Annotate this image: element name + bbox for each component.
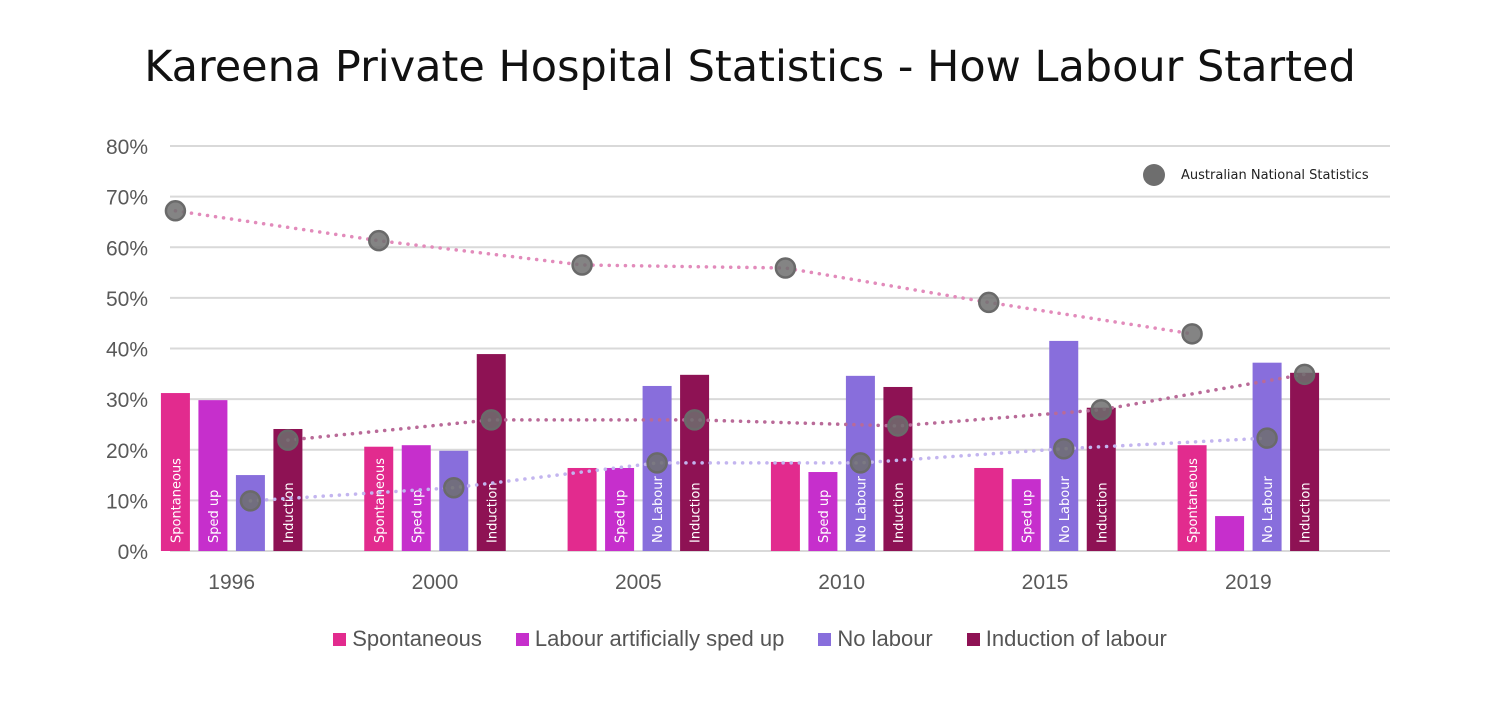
national-statistics-point [978, 291, 1000, 314]
legend-label: Labour artificially sped up [534, 626, 785, 651]
national-statistics-point [368, 229, 390, 252]
bar-label: Induction [1299, 482, 1314, 543]
bar [476, 354, 506, 551]
national-statistics-point [1293, 363, 1316, 386]
bar [1086, 407, 1116, 551]
bar-label: No Labour [1058, 476, 1073, 543]
bar-label: Sped up [1020, 490, 1035, 543]
trend-line [286, 372, 1307, 442]
trend-line [248, 436, 1269, 503]
national-statistics-marker-icon [1143, 164, 1165, 186]
y-tick-label: 30% [106, 389, 148, 412]
bar [567, 467, 597, 551]
bar [770, 461, 800, 551]
x-tick-label: 1996 [208, 571, 255, 594]
bar [364, 446, 394, 551]
bar [883, 386, 913, 551]
x-tick-label: 2000 [412, 571, 459, 594]
chart-title: Kareena Private Hospital Statistics - Ho… [144, 42, 1356, 92]
legend-swatch [515, 632, 529, 646]
bar-label: Spontaneous [373, 458, 388, 543]
national-statistics-point [239, 490, 262, 512]
y-tick-label: 70% [106, 187, 148, 210]
bar [974, 467, 1004, 551]
y-tick-label: 80% [106, 136, 148, 159]
legend-label: Induction of labour [985, 626, 1167, 651]
national-statistics-point [1090, 399, 1112, 421]
national-statistics-point [849, 452, 872, 474]
bar-label: Induction [282, 482, 297, 543]
y-tick-label: 20% [106, 440, 148, 463]
national-statistics-legend-label: Australian National Statistics [1181, 167, 1369, 183]
y-tick-label: 10% [106, 490, 148, 513]
national-statistics-point [571, 254, 593, 276]
national-statistics-point [164, 200, 187, 222]
bar [605, 467, 635, 551]
legend-swatch [333, 632, 347, 646]
bar [1011, 479, 1041, 551]
bar-label: Sped up [614, 490, 629, 543]
y-tick-label: 40% [106, 339, 148, 362]
y-tick-label: 0% [118, 541, 148, 564]
national-statistics-point [887, 415, 909, 437]
bar-label: Induction [892, 482, 907, 543]
legend-swatch [966, 632, 980, 646]
bar [235, 475, 265, 551]
bar [1252, 362, 1282, 551]
national-statistics-point [1053, 437, 1075, 460]
national-statistics-point [480, 409, 502, 431]
legend-item-sped-up: Labour artificially sped up [515, 626, 785, 652]
bar-label: No Labour [651, 476, 666, 543]
national-statistics-point [1256, 427, 1278, 449]
bar [160, 393, 190, 551]
trend-line [173, 209, 1194, 336]
x-tick-label: 2019 [1225, 571, 1272, 594]
x-tick-label: 2010 [818, 571, 865, 594]
legend-label: Spontaneous [352, 626, 482, 651]
y-tick-label: 60% [106, 237, 148, 260]
national-statistics-point [277, 429, 299, 451]
legend-item-no-labour: No labour [818, 626, 933, 652]
bar-label: No Labour [854, 476, 869, 543]
bar-label: Induction [1095, 482, 1110, 543]
legend: Spontaneous Labour artificially sped up … [0, 626, 1500, 652]
legend-swatch [818, 632, 832, 646]
bar [1215, 516, 1245, 551]
bar [401, 445, 431, 551]
national-statistics-point [1181, 323, 1203, 345]
bar-label: Induction [485, 482, 500, 543]
bar-label: No Labour [1261, 476, 1276, 543]
x-tick-label: 2015 [1022, 571, 1069, 594]
bar-label: Sped up [817, 490, 832, 543]
national-statistics-point [774, 257, 797, 279]
national-statistics-point [646, 452, 668, 474]
bar-label: Sped up [207, 490, 222, 543]
legend-item-induction: Induction of labour [966, 626, 1167, 652]
bar-label: Induction [689, 482, 704, 543]
bar [1177, 445, 1207, 551]
national-statistics-point [443, 476, 465, 499]
bar [1290, 372, 1320, 551]
bar [808, 472, 838, 551]
national-statistics-point [683, 409, 706, 431]
y-tick-label: 50% [106, 288, 148, 311]
national-statistics-legend: Australian National Statistics [1143, 164, 1369, 186]
x-tick-label: 2005 [615, 571, 662, 594]
bar-label: Spontaneous [169, 458, 184, 543]
bar [198, 400, 228, 551]
legend-item-spontaneous: Spontaneous [333, 626, 482, 652]
bar [439, 450, 469, 551]
bar-label: Spontaneous [1186, 458, 1201, 543]
legend-label: No labour [837, 626, 933, 651]
bar-label: Sped up [410, 490, 425, 543]
